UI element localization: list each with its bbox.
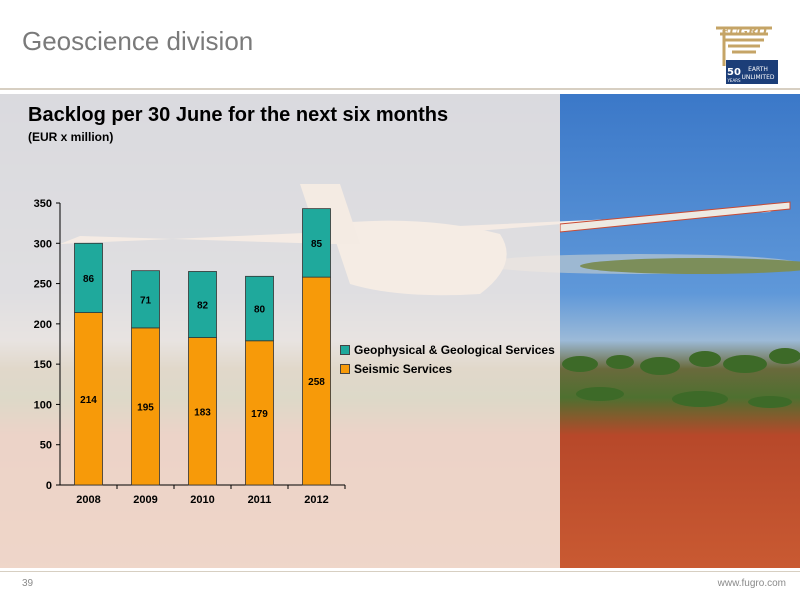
legend-label-seismic: Seismic Services — [354, 361, 453, 376]
x-tick-label-2012: 2012 — [304, 494, 328, 506]
fugro-logo: FUGRO 50 YEARS EARTH UNLIMITED — [706, 22, 782, 88]
logo-years: 50 — [727, 67, 741, 78]
data-label-geophysical-2008: 86 — [83, 274, 95, 285]
x-tick-label-2010: 2010 — [190, 494, 214, 506]
logo-brand: FUGRO — [720, 25, 767, 38]
data-label-seismic-2009: 195 — [137, 402, 154, 413]
data-label-seismic-2010: 183 — [194, 407, 211, 418]
data-label-seismic-2012: 258 — [308, 377, 325, 388]
bar-geophysical-2011 — [245, 275, 274, 342]
bar-seismic-2010 — [188, 337, 217, 486]
y-tick-label-300: 300 — [34, 238, 52, 250]
bar-geophysical-2008 — [74, 242, 103, 313]
logo-tagline-1: EARTH — [748, 66, 768, 73]
chart-subtitle: (EUR x million) — [28, 130, 114, 144]
y-tick-label-150: 150 — [34, 359, 52, 371]
logo-years-small: YEARS — [726, 78, 740, 83]
data-label-geophysical-2011: 80 — [254, 305, 266, 316]
page-number: 39 — [22, 578, 34, 589]
logo-tagline-2: UNLIMITED — [741, 74, 774, 81]
data-label-seismic-2011: 179 — [251, 409, 268, 420]
y-tick-label-50: 50 — [40, 440, 52, 452]
y-tick-label-100: 100 — [34, 399, 52, 411]
y-tick-label-250: 250 — [34, 279, 52, 291]
bar-geophysical-2009 — [131, 270, 160, 329]
legend-swatch-seismic — [340, 363, 350, 374]
x-tick-label-2011: 2011 — [248, 494, 272, 506]
bar-seismic-2009 — [131, 327, 160, 486]
legend-label-geophysical: Geophysical & Geological Services — [354, 342, 555, 357]
legend-item-seismic: Seismic Services — [340, 359, 555, 378]
bar-seismic-2012 — [302, 276, 331, 486]
header-divider — [0, 88, 800, 90]
slide-title: Geoscience division — [22, 26, 254, 56]
legend-item-geophysical: Geophysical & Geological Services — [340, 340, 555, 359]
y-tick-label-350: 350 — [34, 198, 52, 210]
website-link[interactable]: www.fugro.com — [717, 578, 786, 589]
legend-swatch-geophysical — [340, 344, 350, 355]
x-tick-label-2008: 2008 — [76, 494, 100, 506]
y-tick-label-200: 200 — [34, 319, 52, 331]
data-label-geophysical-2012: 85 — [311, 239, 323, 250]
x-tick-label-2009: 2009 — [133, 494, 157, 506]
y-tick-label-0: 0 — [46, 480, 52, 492]
bar-geophysical-2012 — [302, 208, 331, 278]
data-label-seismic-2008: 214 — [80, 395, 97, 406]
bar-seismic-2011 — [245, 340, 274, 486]
bar-seismic-2008 — [74, 312, 103, 486]
data-label-geophysical-2009: 71 — [140, 295, 152, 306]
footer-divider — [0, 571, 800, 572]
data-label-geophysical-2010: 82 — [197, 301, 209, 312]
chart-title: Backlog per 30 June for the next six mon… — [28, 104, 449, 126]
chart-legend: Geophysical & Geological Services Seismi… — [340, 340, 555, 378]
bar-geophysical-2010 — [188, 271, 217, 338]
